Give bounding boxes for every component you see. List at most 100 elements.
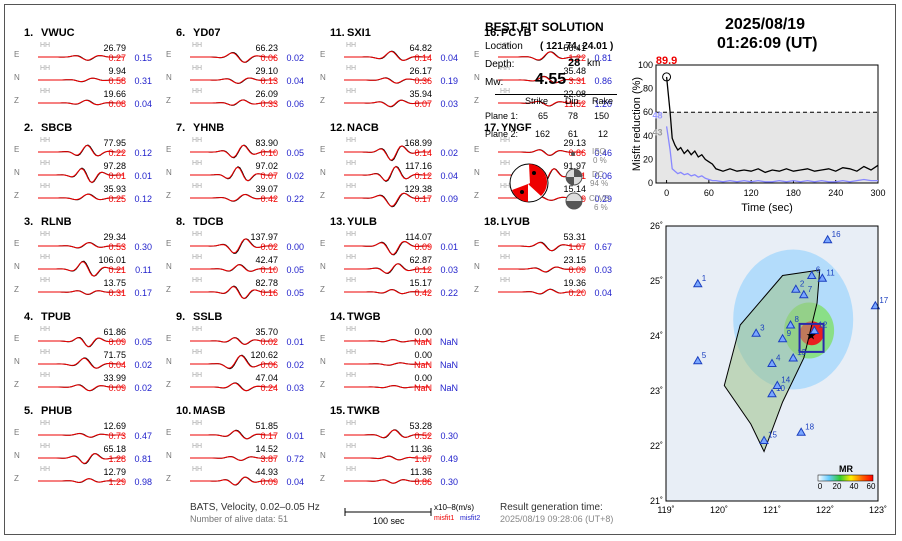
component-label: Z: [166, 380, 171, 389]
station-title: 5.: [24, 405, 34, 417]
station-triangle-icon: [870, 300, 881, 310]
misfit1-value: 0.42: [260, 194, 278, 204]
waveform-trace: [38, 337, 124, 348]
misfit1-value: 1.07: [568, 242, 586, 252]
station-title: 4.: [24, 311, 34, 323]
waveform-trace: [190, 166, 276, 182]
synthetic-waveform: [498, 76, 584, 84]
waveform-trace: [344, 479, 430, 484]
synthetic-waveform: [344, 99, 430, 108]
channel-label: HH: [192, 88, 203, 95]
synthetic-waveform: [38, 384, 124, 392]
amplitude-value: 120.62: [250, 350, 278, 360]
channel-label: HH: [346, 443, 357, 450]
time-scale-bar: [344, 508, 432, 516]
misfit2-value: NaN: [439, 360, 458, 370]
synthetic-waveform: [190, 430, 276, 440]
channel-label: HH: [192, 42, 203, 49]
channel-label: HH: [346, 160, 357, 167]
waveform-trace: [344, 339, 430, 343]
lon-tick-label: 121˚: [763, 505, 781, 515]
synthetic-waveform: [344, 479, 430, 484]
synthetic-waveform: [344, 289, 430, 295]
synthetic-waveform: [498, 241, 584, 252]
station-name: NACB: [347, 122, 379, 134]
observed-waveform: [344, 145, 430, 162]
component-label: N: [166, 357, 172, 366]
misfit1-value: NaN: [413, 383, 432, 393]
misfit2-value: 0.86: [594, 76, 612, 86]
station-triangle-icon: [790, 284, 801, 293]
synthetic-waveform: [38, 54, 124, 61]
amplitude-value: 33.99: [103, 373, 126, 383]
station-triangle-icon: [798, 289, 809, 299]
misfit1-value: 0.12: [414, 171, 432, 181]
station-triangle-icon: [751, 328, 761, 337]
map-frame: [665, 225, 879, 502]
waveform-trace: [38, 290, 124, 296]
station-name: PHUB: [41, 405, 73, 417]
misfit2-value: 0.29: [594, 194, 612, 204]
amplitude-value: 26.17: [409, 66, 432, 76]
synthetic-waveform: [38, 99, 124, 106]
component-label: N: [320, 73, 326, 82]
amplitude-value: 15.17: [409, 278, 432, 288]
channel-label: HH: [40, 443, 51, 450]
component-label: Z: [320, 96, 325, 105]
plane1-rake: 150: [594, 111, 610, 121]
station-title: 14.: [330, 311, 346, 323]
station-title: 18.: [484, 216, 500, 228]
misfit-line-black: [665, 76, 879, 174]
station-name: PCYB: [501, 27, 532, 39]
component-label: Z: [320, 474, 325, 483]
depth-unit: km: [587, 58, 601, 69]
synthetic-waveform: [38, 357, 124, 369]
component-label: N: [320, 168, 326, 177]
amplitude-value: 53.31: [563, 232, 586, 242]
misfit1-value: 0.53: [108, 242, 126, 252]
synthetic-waveform: [38, 168, 124, 183]
station-title: 10.: [176, 405, 192, 417]
amplitude-value: 42.47: [255, 255, 278, 265]
amplitude-value: 35.48: [563, 66, 586, 76]
amplitude-value: 26.09: [255, 89, 278, 99]
station-triangle-icon: [759, 435, 769, 444]
amplitude-value: 77.95: [103, 138, 126, 148]
misfit1-value: 0.52: [414, 431, 432, 441]
channel-label: HH: [346, 466, 357, 473]
lon-tick-label: 123˚: [869, 505, 887, 515]
amplitude-value: 66.23: [255, 43, 278, 53]
amplitude-value: 114.07: [405, 232, 432, 242]
misfit2-value: 1.20: [594, 99, 612, 109]
station-triangle-icon: [777, 333, 788, 343]
waveform-trace: [190, 476, 276, 486]
channel-label: HH: [192, 65, 203, 72]
channel-label: HH: [40, 88, 51, 95]
station-map-label: 15: [768, 431, 777, 440]
station-name: TWKB: [347, 405, 380, 417]
waveform-trace: [38, 432, 124, 438]
amplitude-value: 35.93: [103, 184, 126, 194]
channel-label: HH: [346, 254, 357, 261]
component-label: Z: [320, 285, 325, 294]
amplitude-value: 137.97: [250, 232, 278, 242]
clvd-label: CLVD: [589, 194, 610, 203]
solution-title: BEST FIT SOLUTION: [485, 20, 604, 34]
channel-label: HH: [346, 65, 357, 72]
misfit2-value: 0.02: [286, 360, 304, 370]
channel-label: HH: [40, 277, 51, 284]
component-label: E: [320, 334, 326, 343]
misfit2-value: 0.31: [134, 76, 152, 86]
channel-label: HH: [500, 231, 511, 238]
channel-label: HH: [192, 372, 203, 379]
amplitude-value: 0.00: [414, 350, 432, 360]
synthetic-waveform: [190, 264, 276, 272]
synthetic-waveform: [38, 77, 124, 82]
lat-tick-label: 23˚: [650, 386, 663, 396]
station-triangle-icon: [788, 352, 799, 362]
amplitude-value: 29.13: [563, 138, 586, 148]
iso-value: 0 %: [593, 156, 607, 165]
station-map-label: 9: [787, 329, 792, 338]
channel-label: HH: [500, 88, 511, 95]
synthetic-waveform: [190, 144, 276, 158]
